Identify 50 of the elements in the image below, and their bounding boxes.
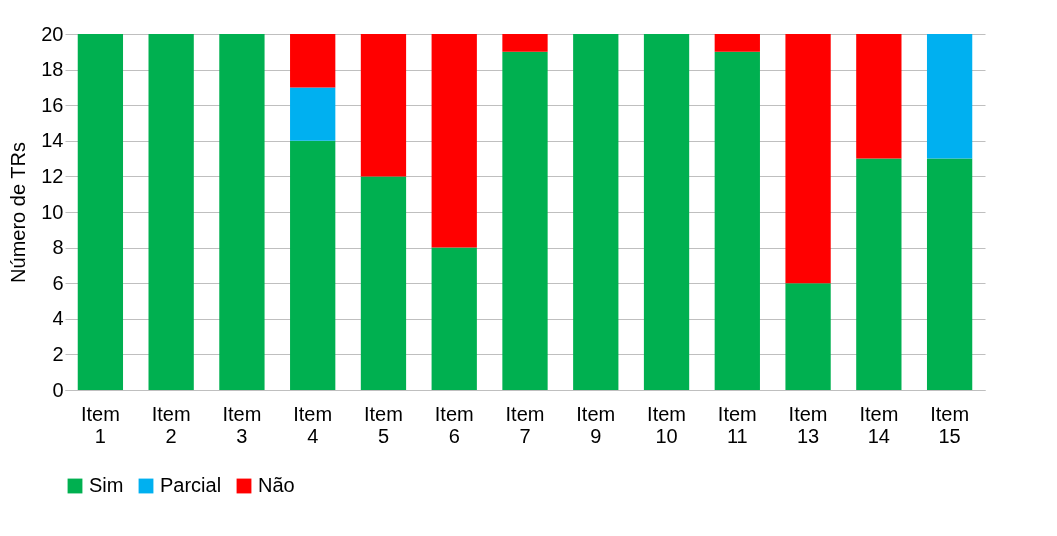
bar (926, 34, 973, 159)
bar (77, 34, 124, 390)
bar (502, 34, 548, 52)
y-tick-label: 14 (41, 129, 64, 152)
x-tick-label: Item 1 (80, 402, 120, 447)
bar (714, 51, 760, 390)
bar (290, 87, 336, 141)
y-tick-label: 10 (41, 200, 64, 223)
x-tick-label: Item 4 (293, 402, 333, 447)
bar (219, 34, 265, 390)
x-tick-label: Item 6 (434, 402, 474, 447)
bar (360, 176, 407, 390)
bar (431, 34, 477, 248)
x-tick-label: Item 13 (788, 402, 828, 447)
bar (856, 34, 902, 159)
x-tick-label: Item 14 (859, 402, 899, 447)
bar (360, 34, 407, 177)
y-tick-label: 18 (41, 58, 64, 81)
bar (926, 158, 973, 390)
y-tick-label: 16 (41, 93, 64, 116)
bar (290, 34, 336, 88)
bar (290, 140, 336, 390)
x-tick-label: Item 11 (717, 402, 757, 447)
bar (573, 34, 619, 390)
x-tick-label: Item 15 (930, 402, 970, 447)
x-tick-label: Item 7 (505, 402, 545, 447)
bar (431, 247, 477, 390)
legend-label: Não (258, 474, 295, 496)
y-tick-label: 2 (52, 342, 64, 365)
y-tick-label: 12 (41, 164, 64, 187)
x-tick-label: Item 5 (364, 402, 403, 447)
bar (856, 158, 902, 390)
y-tick-label: 0 (52, 378, 64, 401)
y-tick-label: 8 (52, 236, 64, 259)
x-tick-label: Item 10 (647, 402, 686, 447)
legend-label: Parcial (160, 474, 222, 496)
bar (785, 283, 831, 390)
bar (785, 34, 831, 284)
bar (714, 34, 760, 52)
legend-label: Sim (89, 474, 124, 496)
x-tick-label: Item 9 (576, 402, 616, 447)
bar (502, 51, 548, 390)
x-tick-label: Item 3 (222, 402, 262, 447)
y-tick-label: 6 (52, 271, 64, 294)
bar (643, 34, 690, 390)
y-tick-label: 4 (52, 307, 64, 330)
x-tick-label: Item 2 (151, 402, 191, 447)
y-axis-title: Número de TRs (7, 142, 30, 283)
y-tick-label: 20 (41, 22, 64, 45)
bar (148, 34, 194, 390)
